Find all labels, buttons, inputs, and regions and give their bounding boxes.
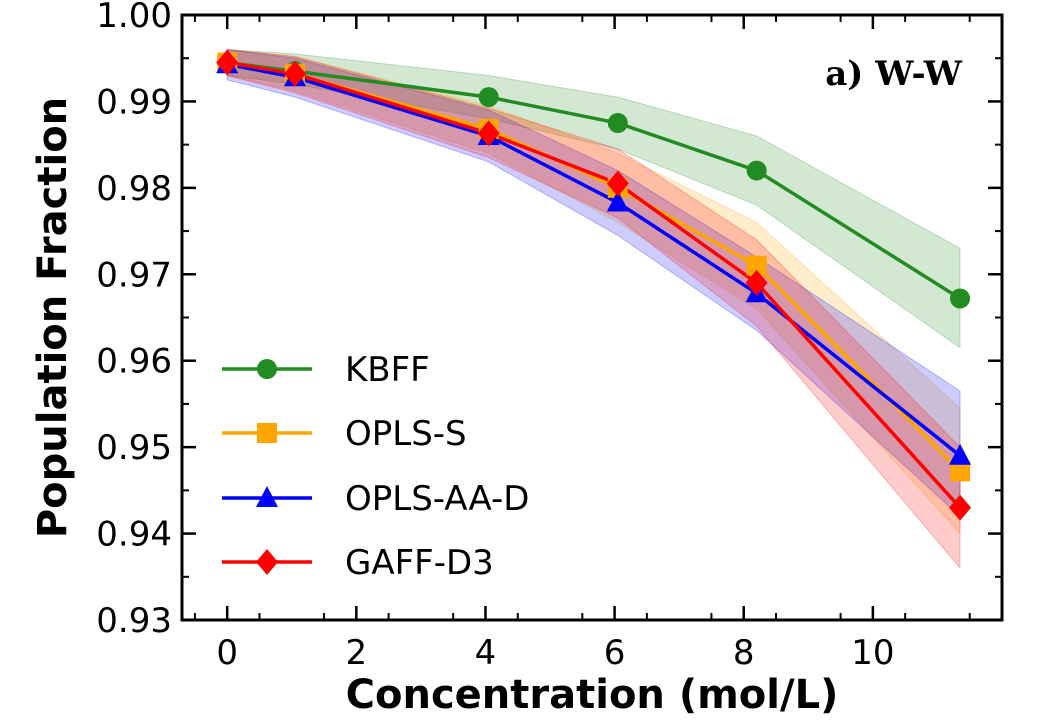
line-gaff-d3 [226, 60, 962, 509]
legend-marker-opls-aa-d [256, 486, 278, 507]
line-kbff [226, 60, 961, 300]
legend-marker-opls-s [257, 423, 277, 443]
legend: KBFF OPLS-S OPLS-AA-D GAFF-D3 [222, 350, 529, 583]
point-gaff-d3 [606, 170, 629, 197]
point-kbff [746, 160, 767, 181]
x-tick-label: 0 [216, 633, 238, 673]
tick-labels: 0 2 4 6 8 10 0.93 0.94 0.95 0.96 0.97 0.98 0.99 1.00 [96, 0, 894, 673]
x-tick-label: 10 [851, 633, 894, 673]
legend-label-opls-aa-d: OPLS-AA-D [345, 479, 529, 519]
x-axis-title: Concentration (mol/L) [346, 672, 839, 718]
y-tick-label: 1.00 [96, 0, 172, 36]
point-gaff-d3 [283, 60, 306, 87]
point-kbff [950, 288, 971, 309]
point-gaff-d3 [216, 49, 239, 76]
x-tick-label: 8 [733, 633, 755, 673]
axis-ticks [182, 13, 1002, 622]
y-tick-label: 0.93 [96, 601, 172, 641]
legend-marker-kbff [257, 359, 277, 379]
point-kbff [478, 87, 499, 108]
legend-label-gaff-d3: GAFF-D3 [345, 543, 494, 583]
x-tick-label: 2 [346, 633, 368, 673]
y-tick-label: 0.94 [96, 515, 172, 555]
point-gaff-d3 [477, 120, 500, 147]
point-opls-aa-d [606, 190, 629, 212]
band-gaff-d3 [226, 49, 961, 570]
series-lines [226, 60, 962, 509]
point-opls-s [950, 461, 971, 482]
x-tick-label: 4 [475, 633, 497, 673]
x-tick-label: 6 [604, 633, 626, 673]
y-axis-title: Population Fraction [30, 97, 76, 538]
y-tick-label: 0.98 [96, 169, 172, 209]
point-opls-aa-d [949, 443, 972, 465]
legend-label-opls-s: OPLS-S [345, 414, 467, 454]
point-kbff [607, 113, 628, 134]
series-markers [216, 49, 972, 521]
legend-label-kbff: KBFF [345, 350, 430, 390]
y-tick-label: 0.97 [96, 255, 172, 295]
point-gaff-d3 [949, 494, 972, 521]
y-tick-label: 0.95 [96, 428, 172, 468]
panel-label: a) W-W [825, 54, 963, 94]
y-tick-label: 0.99 [96, 82, 172, 122]
error-bands [226, 49, 961, 570]
y-tick-label: 0.96 [96, 342, 172, 382]
point-opls-s [746, 255, 767, 276]
point-gaff-d3 [745, 269, 768, 296]
legend-marker-gaff-d3 [256, 549, 278, 575]
